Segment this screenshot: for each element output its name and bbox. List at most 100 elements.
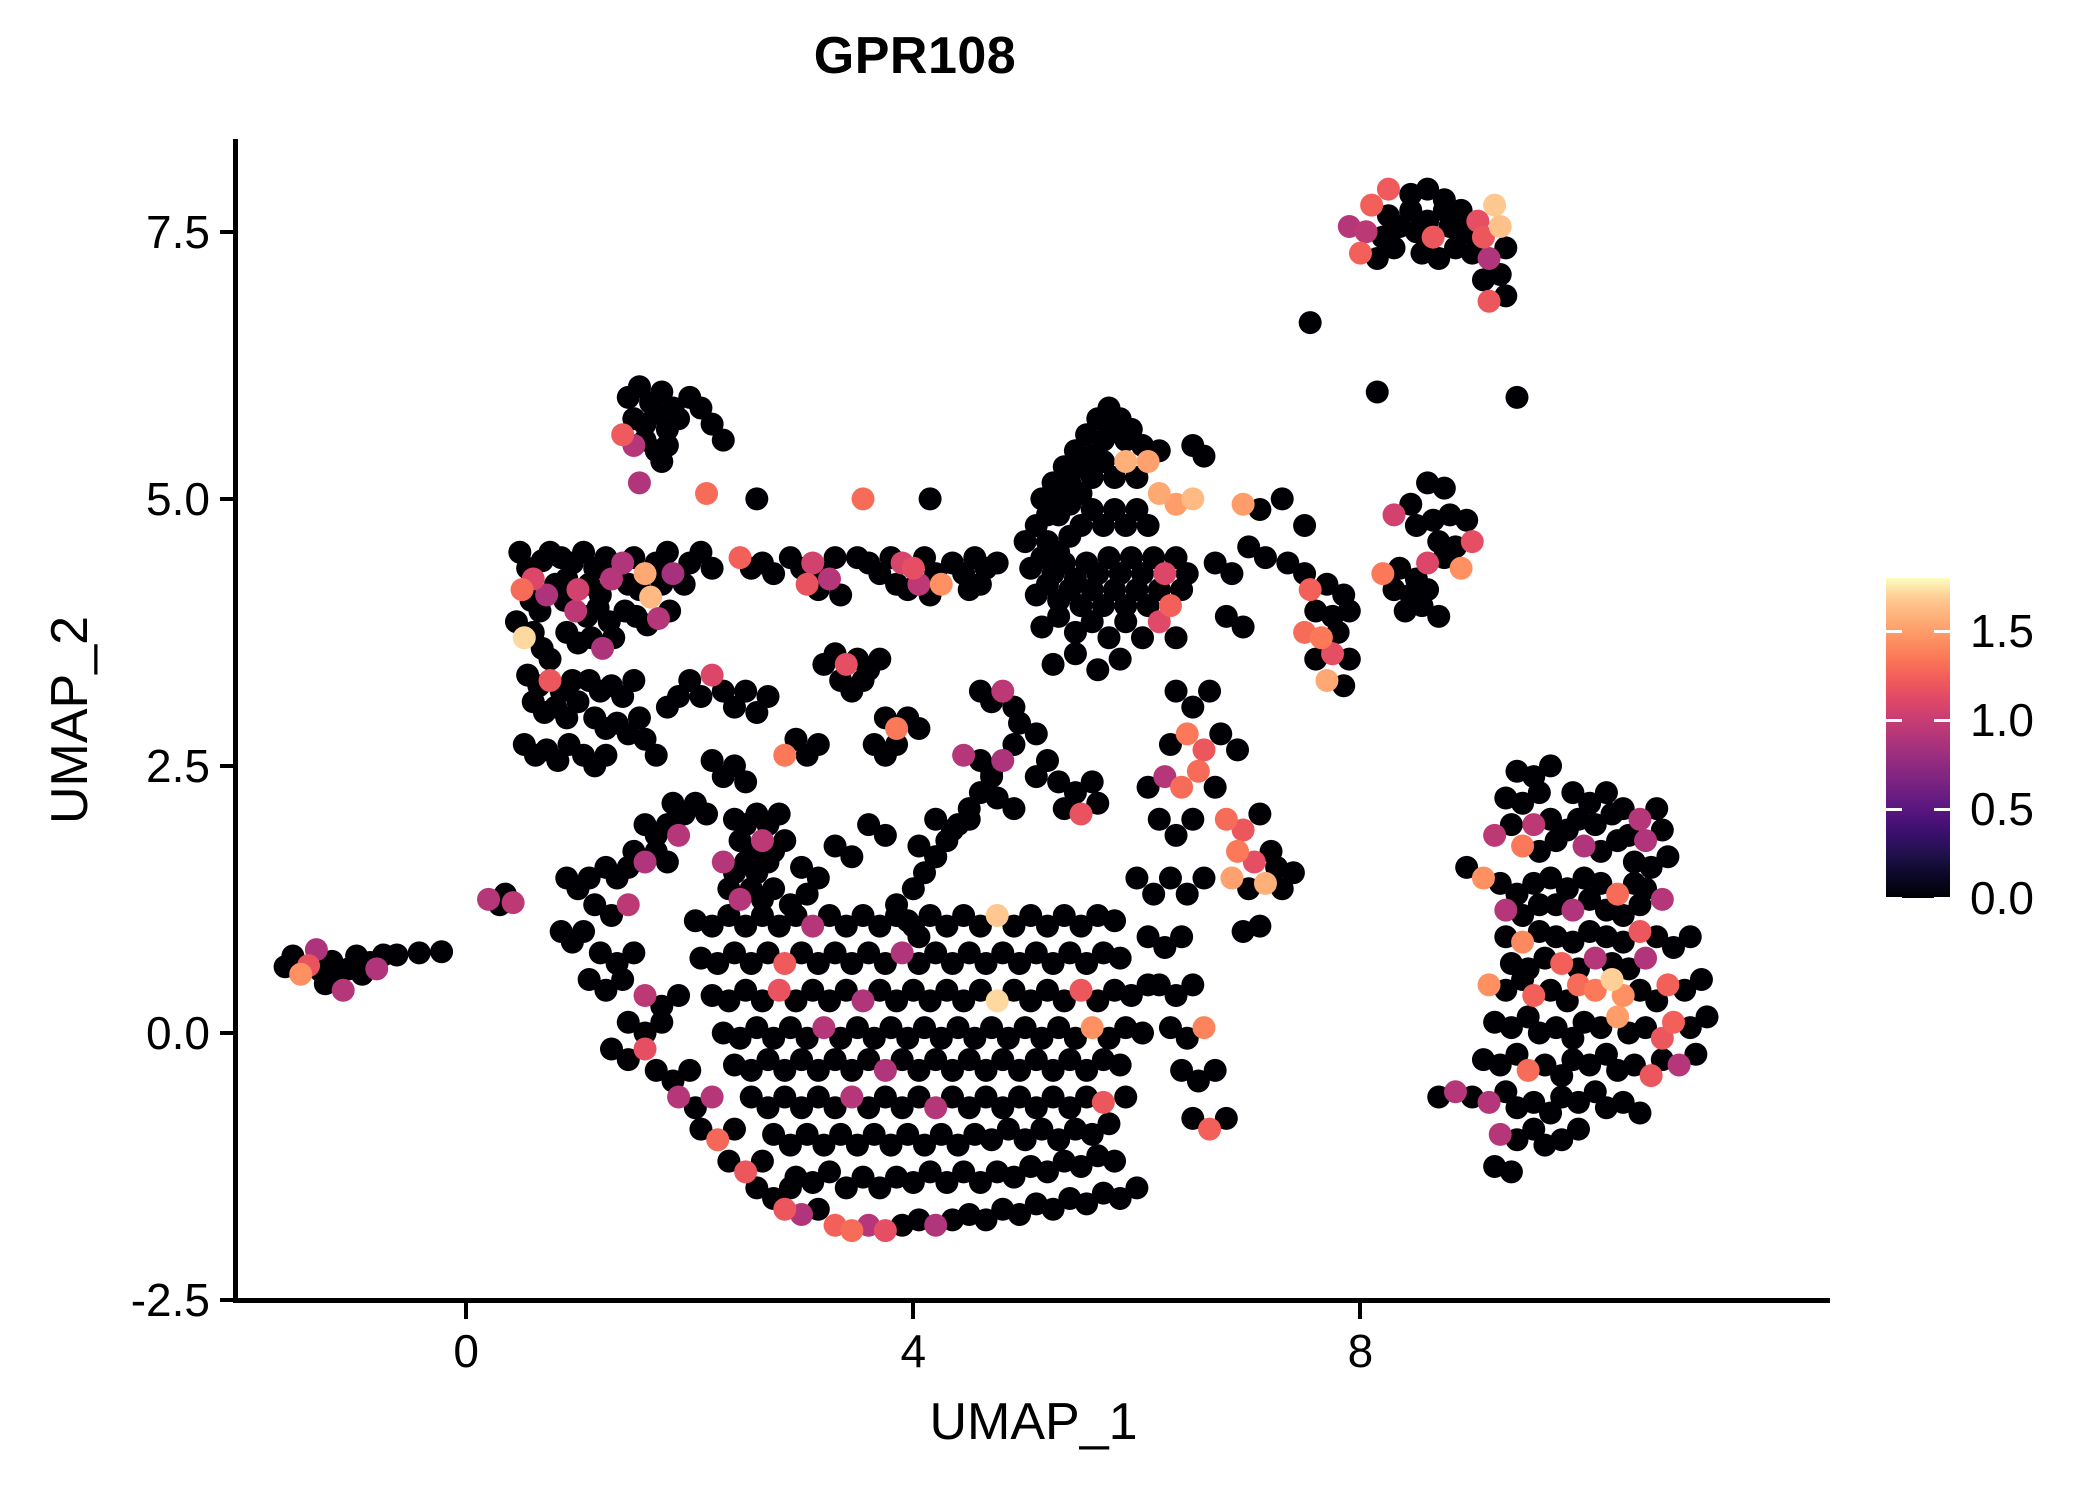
scatter-point: [1611, 930, 1635, 954]
scatter-point: [1253, 871, 1277, 895]
scatter-point: [1002, 1165, 1026, 1189]
scatter-point: [885, 717, 909, 741]
scatter-point: [851, 1165, 875, 1189]
scatter-point: [890, 941, 914, 965]
scatter-point: [1181, 807, 1205, 831]
scatter-point: [477, 887, 501, 911]
scatter-point: [1063, 1026, 1087, 1050]
scatter-point: [817, 1160, 841, 1184]
scatter-point: [991, 1096, 1015, 1120]
scatter-point: [1550, 952, 1574, 976]
scatter-point: [974, 1208, 998, 1232]
scatter-point: [1013, 530, 1037, 554]
scatter-point: [952, 903, 976, 927]
scatter-point: [1293, 514, 1317, 538]
scatter-point: [1192, 866, 1216, 890]
scatter-point: [924, 1048, 948, 1072]
scatter-point: [633, 984, 657, 1008]
scatter-point: [1069, 978, 1093, 1002]
scatter-point: [907, 717, 931, 741]
scatter-point: [1611, 984, 1635, 1008]
scatter-point: [1572, 834, 1596, 858]
scatter-point: [1041, 1085, 1065, 1109]
scatter-point: [1013, 1016, 1037, 1040]
x-tick-label: 0: [453, 1325, 479, 1377]
scatter-point: [795, 1026, 819, 1050]
scatter-point: [1108, 946, 1132, 970]
scatter-point: [1103, 578, 1127, 602]
scatter-point: [1539, 866, 1563, 890]
scatter-point: [940, 1058, 964, 1082]
colorbar-tick-label: 0.0: [1970, 872, 2034, 924]
scatter-point: [1198, 1117, 1222, 1141]
scatter-point: [1164, 546, 1188, 570]
scatter-point: [1203, 775, 1227, 799]
scatter-point: [907, 1085, 931, 1109]
scatter-point: [784, 727, 808, 751]
scatter-point: [952, 1160, 976, 1184]
scatter-point: [510, 578, 534, 602]
scatter-point: [790, 941, 814, 965]
scatter-point: [851, 903, 875, 927]
scatter-point: [1214, 1106, 1238, 1130]
scatter-point: [773, 1197, 797, 1221]
scatter-point: [857, 1096, 881, 1120]
scatter-point: [1544, 1016, 1568, 1040]
scatter-point: [1561, 930, 1585, 954]
scatter-point: [1639, 855, 1663, 879]
scatter-point: [717, 1149, 741, 1173]
scatter-point: [1013, 1128, 1037, 1152]
colorbar-tick-label: 0.5: [1970, 783, 2034, 836]
scatter-point: [812, 1133, 836, 1157]
scatter-point: [1047, 604, 1071, 628]
scatter-point: [678, 1058, 702, 1082]
scatter-point: [1634, 1016, 1658, 1040]
scatter-point: [1119, 984, 1143, 1008]
scatter-point: [773, 829, 797, 853]
scatter-point: [940, 1085, 964, 1109]
scatter-point: [952, 989, 976, 1013]
scatter-point: [650, 449, 674, 473]
scatter-point: [991, 679, 1015, 703]
scatter-point: [1656, 973, 1680, 997]
scatter-point: [901, 914, 925, 938]
scatter-point: [1432, 188, 1456, 212]
scatter-point: [834, 652, 858, 676]
scatter-point: [1097, 1112, 1121, 1136]
scatter-point: [1035, 749, 1059, 773]
scatter-point: [1684, 1042, 1708, 1066]
scatter-point: [1231, 615, 1255, 639]
scatter-point: [1511, 930, 1535, 954]
scatter-point: [1041, 652, 1065, 676]
scatter-point: [901, 1171, 925, 1194]
colorbar-tick-label: 1.0: [1970, 694, 2034, 747]
scatter-point: [1561, 898, 1585, 922]
scatter-point: [622, 941, 646, 965]
scatter-point: [1091, 449, 1115, 473]
scatter-point: [1080, 1122, 1104, 1146]
scatter-point: [1214, 604, 1238, 628]
scatter-point: [1108, 1053, 1132, 1077]
scatter-point: [980, 765, 1004, 789]
scatter-point: [996, 1026, 1020, 1050]
scatter-point: [1086, 791, 1110, 815]
scatter-point: [633, 1021, 657, 1045]
scatter-point: [985, 551, 1009, 575]
scatter-point: [756, 850, 780, 874]
scatter-point: [1421, 225, 1445, 249]
scatter-point: [1114, 594, 1138, 618]
scatter-point: [907, 834, 931, 858]
scatter-point: [627, 375, 651, 399]
scatter-point: [1019, 989, 1043, 1013]
scatter-point: [806, 733, 830, 757]
scatter-point: [1539, 754, 1563, 778]
y-tick-mark: [220, 763, 236, 768]
scatter-point: [667, 823, 691, 847]
scatter-point: [823, 941, 847, 965]
scatter-point: [862, 1122, 886, 1146]
scatter-point: [1052, 551, 1076, 575]
scatter-point: [1214, 807, 1238, 831]
scatter-point: [689, 396, 713, 420]
scatter-point: [1298, 311, 1322, 335]
scatter-point: [1181, 695, 1205, 719]
